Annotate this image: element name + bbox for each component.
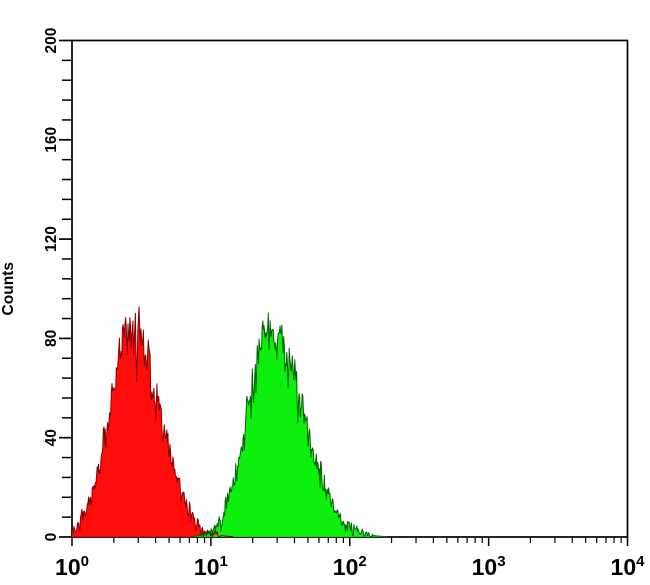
svg-text:0: 0 — [43, 533, 60, 542]
svg-text:80: 80 — [43, 330, 60, 347]
svg-text:200: 200 — [43, 28, 60, 54]
svg-text:104: 104 — [611, 553, 646, 580]
svg-text:102: 102 — [333, 553, 367, 580]
svg-text:120: 120 — [43, 226, 60, 252]
svg-text:103: 103 — [472, 553, 506, 580]
svg-text:40: 40 — [43, 429, 60, 446]
svg-text:160: 160 — [43, 127, 60, 153]
svg-text:101: 101 — [194, 553, 228, 580]
svg-text:Counts: Counts — [0, 262, 17, 315]
svg-text:100: 100 — [55, 553, 89, 580]
